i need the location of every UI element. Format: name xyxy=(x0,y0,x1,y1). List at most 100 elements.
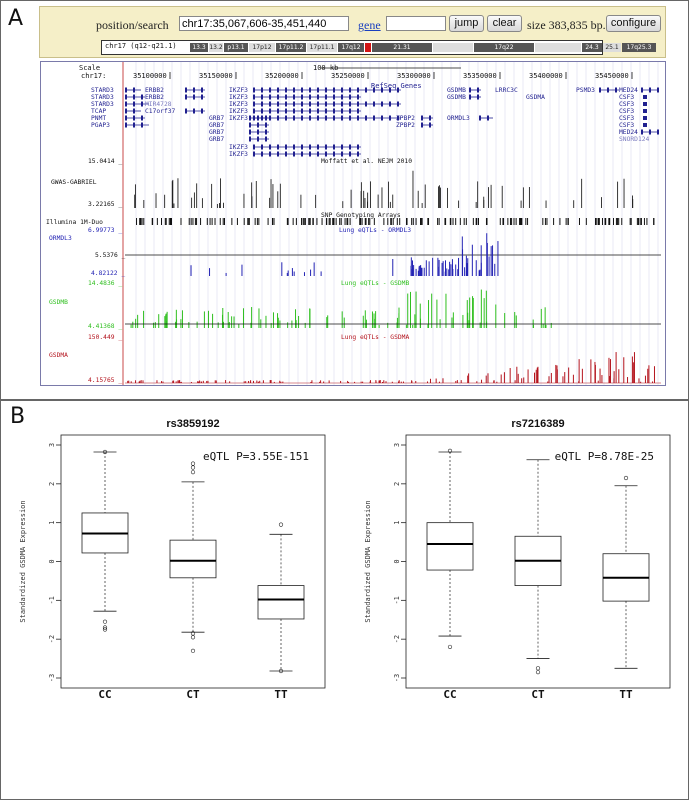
y-axis-label: Standardized GSDMA Expression xyxy=(19,500,27,622)
outlier-point xyxy=(190,470,196,475)
gene-exon xyxy=(257,129,259,135)
med24-label: CSF3 xyxy=(619,122,634,129)
ideogram-band[interactable]: 24.3 xyxy=(582,43,602,52)
ikzf3-exon xyxy=(261,87,263,93)
zpbp2-exon xyxy=(429,115,431,121)
ideogram-band[interactable]: 17q22 xyxy=(474,43,534,52)
configure-button[interactable]: configure xyxy=(606,15,661,32)
y-tick-label: -2 xyxy=(48,635,56,643)
gene-left-exon xyxy=(133,115,135,121)
category-label: CT xyxy=(186,688,200,700)
zpbp2-exon xyxy=(429,122,431,128)
jump-button[interactable]: jump xyxy=(449,15,484,32)
ikzf3-lower-exon xyxy=(277,144,279,150)
gene-left-exon xyxy=(133,94,135,100)
ikzf3-exon xyxy=(373,115,375,121)
ikzf3-label: IKZF3 xyxy=(229,87,248,94)
ikzf3-exon xyxy=(301,87,303,93)
ikzf3-exon xyxy=(349,115,351,121)
genome-browser-tracks[interactable]: Scale 100 kb chr17: 35100000 35150000 3520000… xyxy=(40,61,666,386)
csf3-exon xyxy=(643,109,647,113)
ikzf3-exon xyxy=(333,101,335,107)
ideogram-band[interactable] xyxy=(365,43,371,52)
right-gene-exon xyxy=(477,94,479,100)
outlier-point xyxy=(278,668,284,674)
ikzf3-exon xyxy=(277,94,279,100)
ideogram-band[interactable] xyxy=(433,43,473,52)
outlier-point xyxy=(278,522,284,527)
ikzf3-exon xyxy=(309,108,311,114)
ikzf3-exon xyxy=(261,115,263,121)
eqtl-annotation: eQTL P=3.55E-151 xyxy=(203,450,309,463)
ikzf3-exon xyxy=(357,108,359,114)
gene-label-left: STARD3 xyxy=(91,87,114,94)
ikzf3-exon xyxy=(349,94,351,100)
med24-exon xyxy=(657,87,659,93)
position-input[interactable]: chr17:35,067,606-35,451,440 xyxy=(179,16,349,31)
y-tick-label: 1 xyxy=(48,521,56,525)
ideogram-band[interactable] xyxy=(535,43,581,52)
ormdl3-title: Lung eQTLs - ORMDL3 xyxy=(339,227,411,234)
gene-link[interactable]: gene xyxy=(358,18,381,32)
ideogram-band[interactable]: 13.3 xyxy=(190,43,208,52)
boxplot-rs3859192: rs3859192 eQTL P=3.55E-151 -3 -2 -1 0 1 2 3 Stand… xyxy=(19,418,326,700)
gene-exon xyxy=(193,94,195,100)
ideogram-label: chr17 (q12-q21.1) xyxy=(105,42,177,50)
chromosome-ideogram[interactable]: chr17 (q12-q21.1) 13.3 13.2 p13.1 17p12 17p1… xyxy=(101,40,656,55)
boxplot-rs7216389: rs7216389 eQTL P=8.78E-25 -3 -2 -1 0 1 2 3 Standa… xyxy=(364,418,671,700)
med24-label: CSF3 xyxy=(619,108,634,115)
ideogram-band[interactable]: 17q12 xyxy=(338,43,364,52)
gene-input[interactable] xyxy=(386,16,446,31)
ikzf3-exon xyxy=(301,115,303,121)
scale-label: Scale xyxy=(79,64,100,72)
clear-button[interactable]: clear xyxy=(487,15,522,32)
gene-left-exon xyxy=(125,101,127,107)
ikzf3-label: IKZF3 xyxy=(229,94,248,101)
ideogram-band[interactable]: p13.1 xyxy=(224,43,248,52)
psmd3-exon xyxy=(607,87,609,93)
ikzf3-lower-exon xyxy=(333,144,335,150)
gene-left-exon xyxy=(141,101,143,107)
ikzf3-exon xyxy=(317,101,319,107)
ikzf3-exon xyxy=(357,101,359,107)
ormdl3-mid-label: 5.5376 _ xyxy=(95,252,126,259)
chart-title: rs3859192 xyxy=(166,418,219,430)
category-label: CC xyxy=(98,688,111,700)
position-label: 35250000 xyxy=(331,72,365,80)
eqtl-annotation: eQTL P=8.78E-25 xyxy=(555,450,654,463)
ikzf3-exon xyxy=(397,115,399,121)
ideogram-band[interactable]: 17q25.3 xyxy=(622,43,656,52)
y-tick-label: 0 xyxy=(48,559,56,563)
right-gene-exon xyxy=(469,94,471,100)
gene-label-left: PGAP3 xyxy=(91,122,110,129)
ikzf3-lower-exon xyxy=(349,144,351,150)
ideogram-band[interactable]: 13.2 xyxy=(209,43,223,52)
ideogram-band[interactable]: 17p12 xyxy=(249,43,275,52)
gene-exon xyxy=(201,108,203,114)
gene-label: ERBB2 xyxy=(145,87,164,94)
gene-exon xyxy=(193,87,195,93)
y-tick-label: -3 xyxy=(48,674,56,682)
ikzf3-lower-exon xyxy=(341,151,343,157)
position-label: 35100000 xyxy=(133,72,167,80)
gene-label-left: STARD3 xyxy=(91,94,114,101)
ikzf3-lower-label: IKZF3 xyxy=(229,144,248,151)
ikzf3-exon xyxy=(285,101,287,107)
ideogram-band[interactable]: 17p11.1 xyxy=(307,43,337,52)
y-tick-label: 1 xyxy=(393,521,401,525)
ideogram-band[interactable]: 25.1 xyxy=(603,43,621,52)
ideogram-band[interactable]: 17p11.2 xyxy=(276,43,306,52)
ikzf3-exon xyxy=(269,115,271,121)
ikzf3-exon xyxy=(301,94,303,100)
gsdmb-label: GSDMB xyxy=(49,299,68,306)
ikzf3-lower-exon xyxy=(293,144,295,150)
ikzf3-exon xyxy=(253,87,255,93)
ikzf3-exon xyxy=(277,108,279,114)
ormdl3-bottom-label: 4.82122 _ xyxy=(91,270,125,277)
ikzf3-exon xyxy=(341,94,343,100)
position-label: 35450000 xyxy=(595,72,629,80)
gene-exon xyxy=(265,122,267,128)
ikzf3-exon xyxy=(317,87,319,93)
scale-text: 100 kb xyxy=(313,64,338,72)
ideogram-band[interactable]: 21.31 xyxy=(372,43,432,52)
